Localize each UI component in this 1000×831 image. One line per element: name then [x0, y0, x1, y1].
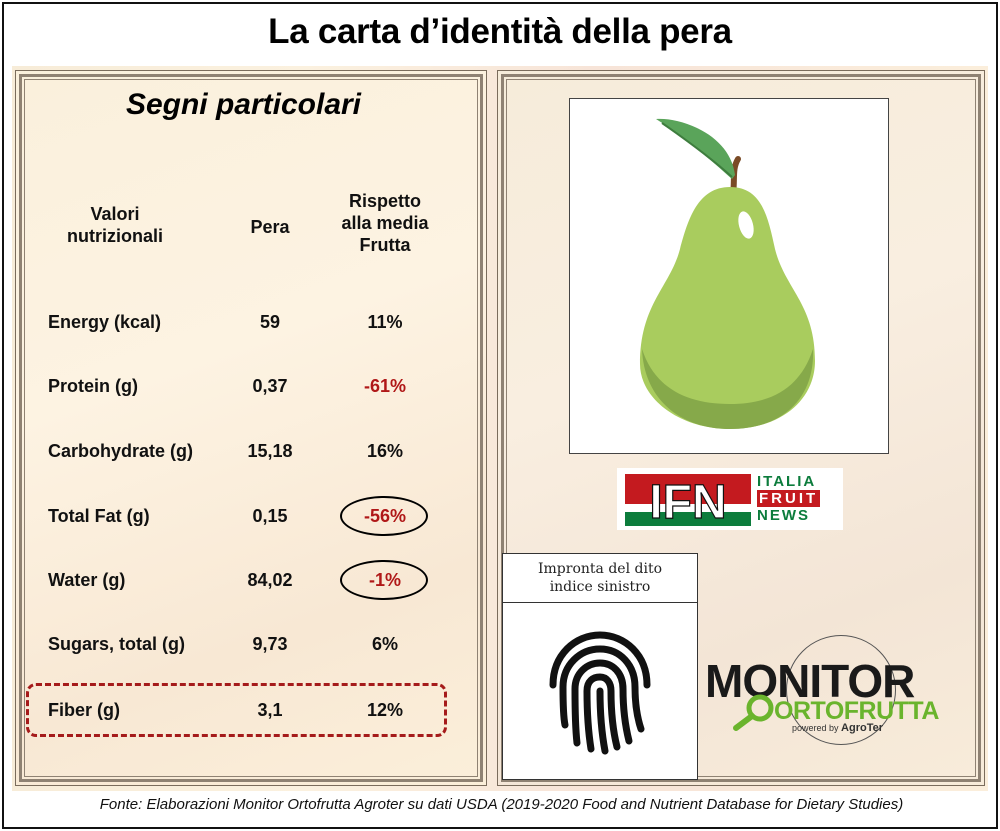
- row-percent: 6%: [371, 634, 398, 654]
- row-value: 0,15: [252, 506, 288, 526]
- row-energy: Energy (kcal) 59 11%: [0, 307, 487, 337]
- powered-by: powered by AgroTer: [792, 722, 883, 734]
- ifn-line1: ITALIA: [757, 473, 817, 490]
- row-sugars: Sugars, total (g) 9,73 6%: [0, 629, 487, 659]
- highlight-circle: [340, 496, 428, 536]
- header-compare: Rispetto alla media Frutta: [315, 190, 455, 256]
- row-total-fat: Total Fat (g) 0,15 -56%: [0, 496, 487, 536]
- ifn-mark-text: IFN: [649, 476, 726, 526]
- fingerprint-label-line2: indice sinistro: [549, 579, 651, 595]
- header-compare-line2: alla media: [341, 213, 429, 233]
- highlight-circle: [340, 560, 428, 600]
- fingerprint-area: [502, 602, 698, 780]
- pear-photo-frame: [569, 98, 889, 454]
- logo-circle: [786, 635, 896, 745]
- row-value: 59: [259, 312, 281, 332]
- row-value: 3,1: [257, 700, 283, 720]
- card-subtitle: Segni particolari: [125, 88, 362, 121]
- row-water: Water (g) 84,02 -1%: [0, 560, 487, 600]
- row-percent: 16%: [366, 441, 404, 461]
- fiber-highlight-box: [26, 683, 447, 737]
- row-label: Protein (g): [48, 376, 138, 396]
- fingerprint-label-line1: Impronta del dito: [538, 561, 662, 577]
- row-value: 15,18: [247, 441, 293, 461]
- pear-illustration: [640, 118, 815, 429]
- fingerprint-icon: [549, 631, 651, 755]
- row-label: Sugars, total (g): [48, 634, 186, 654]
- page-title: La carta d’identità della pera: [268, 12, 732, 51]
- row-percent-negative: -56%: [363, 506, 407, 526]
- row-label: Total Fat (g): [48, 506, 150, 526]
- magnifier-icon: [733, 694, 774, 731]
- monitor-ortofrutta-logo: MONITOR ORTOFRUTTA powered by AgroTer: [700, 630, 960, 770]
- powered-prefix: powered by: [792, 723, 839, 733]
- row-label: Water (g): [48, 570, 126, 590]
- fingerprint-label: Impronta del dito indice sinistro: [502, 553, 698, 603]
- row-value: 0,37: [252, 376, 288, 396]
- row-label: Carbohydrate (g): [48, 441, 194, 461]
- ifn-mark-graphic: IFN: [625, 474, 751, 526]
- ifn-logo: IFN ITALIA FRUIT NEWS: [617, 468, 843, 530]
- ifn-wordmark: ITALIA FRUIT NEWS: [757, 473, 821, 524]
- row-percent-negative: -61%: [363, 376, 407, 396]
- row-percent: 11%: [367, 312, 403, 332]
- header-nutrient-line1: Valori: [90, 204, 140, 224]
- header-compare-line1: Rispetto: [349, 191, 421, 211]
- header-compare-line3: Frutta: [359, 235, 411, 255]
- row-percent: 12%: [366, 700, 404, 720]
- row-percent-negative: -1%: [368, 570, 401, 590]
- row-label: Energy (kcal): [48, 312, 162, 332]
- header-pear: Pera: [250, 217, 290, 237]
- row-value: 9,73: [252, 634, 288, 654]
- header-nutrient-line2: nutrizionali: [67, 226, 163, 246]
- ifn-line2: FRUIT: [757, 490, 821, 507]
- monitor-word: MONITOR: [705, 655, 915, 707]
- row-label: Fiber (g): [48, 700, 120, 720]
- row-carbohydrate: Carbohydrate (g) 15,18 16%: [0, 436, 487, 466]
- powered-brand: AgroTer: [841, 722, 884, 734]
- row-value: 84,02: [247, 570, 293, 590]
- ortofrutta-word: ORTOFRUTTA: [774, 697, 939, 725]
- row-fiber: Fiber (g) 3,1 12%: [0, 695, 487, 725]
- row-protein: Protein (g) 0,37 -61%: [0, 371, 487, 401]
- source-note: Fonte: Elaborazioni Monitor Ortofrutta A…: [99, 796, 904, 813]
- header-nutrient: Valori nutrizionali: [40, 203, 190, 247]
- nutrition-card: [15, 70, 487, 786]
- ifn-line3: NEWS: [757, 507, 810, 524]
